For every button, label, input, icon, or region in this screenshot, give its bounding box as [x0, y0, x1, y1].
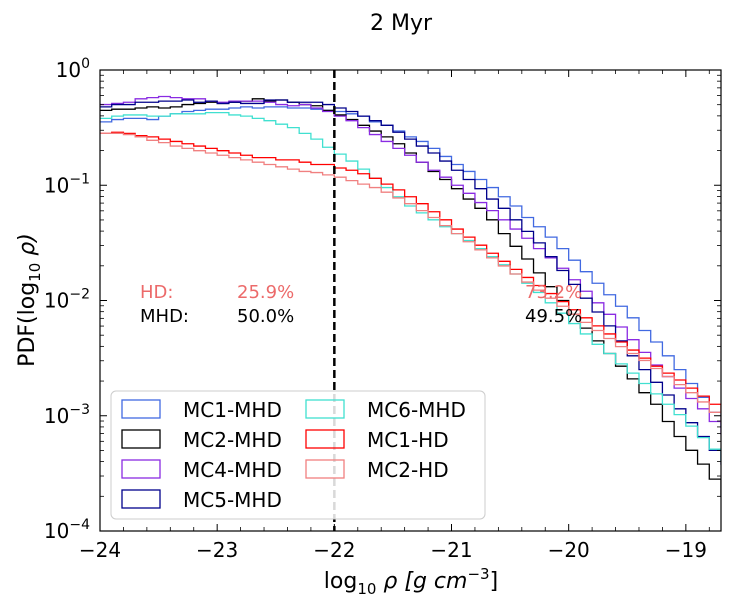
y-axis-label: PDF(log10 ρ)	[15, 233, 44, 367]
legend-entry: MC6-MHD	[305, 398, 466, 422]
x-tick-label: −22	[313, 538, 355, 562]
series-mc1-mhd	[100, 106, 721, 428]
x-tick-label: −23	[196, 538, 238, 562]
legend-entry: MC2-MHD	[121, 428, 282, 452]
y-tick-label: 10−1	[44, 171, 90, 197]
legend-swatch	[121, 399, 161, 419]
legend-label: MC4-MHD	[183, 458, 282, 482]
x-tick-label: −19	[665, 538, 707, 562]
x-tick-label: −24	[79, 538, 121, 562]
legend-swatch	[305, 399, 345, 419]
hd-low-fraction: 25.9%	[237, 282, 294, 303]
series-group	[100, 95, 721, 498]
axis-ticks: −24 −23 −22 −21 −20 −19 100 10−1 10−2 10−3 10−4	[44, 56, 721, 562]
x-tick-label: −21	[430, 538, 472, 562]
x-axis-label: log10 ρ [g cm−3]	[324, 565, 498, 598]
legend-swatch	[121, 459, 161, 479]
legend: MC1-MHD MC2-MHD MC4-MHD MC5-MHD MC6-MHD MC1-H…	[110, 390, 486, 520]
chart-title: 2 Myr	[370, 11, 433, 36]
y-tick-label: 10−3	[44, 402, 90, 428]
y-tick-label: 100	[56, 56, 90, 82]
legend-entry: MC5-MHD	[121, 488, 282, 512]
legend-box	[110, 390, 486, 520]
y-tick-label: 10−4	[44, 517, 90, 543]
legend-swatch	[305, 459, 345, 479]
legend-label: MC2-HD	[367, 458, 449, 482]
legend-label: MC6-MHD	[367, 398, 466, 422]
legend-entry: MC2-HD	[305, 458, 449, 482]
x-tick-label: −20	[548, 538, 590, 562]
legend-entry: MC1-MHD	[121, 398, 282, 422]
mhd-low-fraction: 50.0%	[237, 306, 294, 327]
mhd-high-fraction: 49.5%	[525, 306, 582, 327]
series-mc2-hd	[100, 132, 721, 424]
legend-label: MC2-MHD	[183, 428, 282, 452]
hd-label: HD:	[140, 282, 173, 303]
legend-swatch	[121, 489, 161, 509]
hd-high-fraction: 73.2%	[525, 282, 582, 303]
legend-entry: MC1-HD	[305, 428, 449, 452]
legend-swatch	[305, 429, 345, 449]
y-tick-label: 10−2	[44, 287, 90, 313]
legend-label: MC5-MHD	[183, 488, 282, 512]
legend-entry: MC4-MHD	[121, 458, 282, 482]
mhd-label: MHD:	[140, 306, 189, 327]
legend-label: MC1-MHD	[183, 398, 282, 422]
threshold-annotations: HD: MHD: 25.9% 50.0% 73.2% 49.5%	[140, 282, 582, 327]
legend-swatch	[121, 429, 161, 449]
legend-label: MC1-HD	[367, 428, 449, 452]
